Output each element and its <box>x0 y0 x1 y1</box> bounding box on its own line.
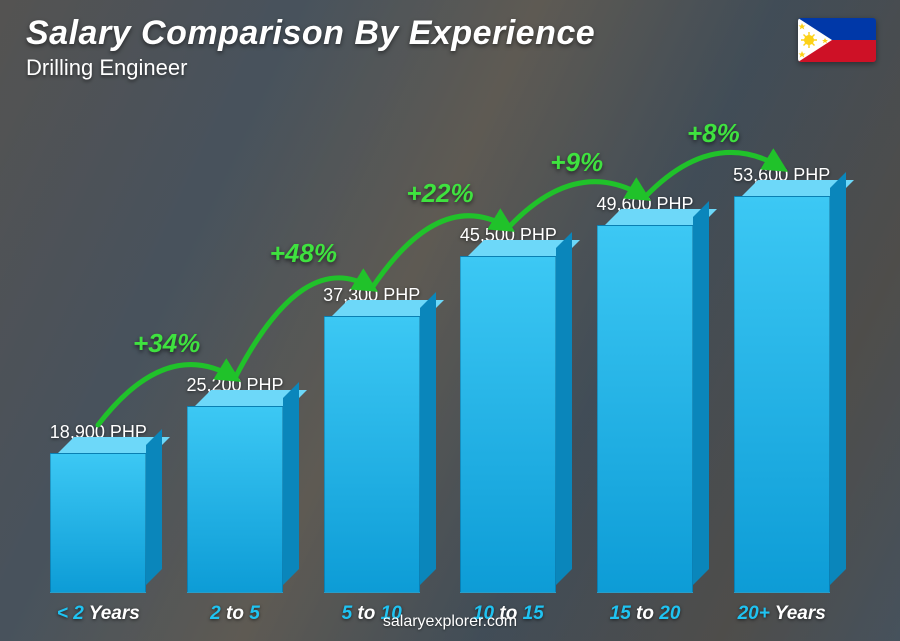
bar <box>187 406 283 593</box>
bar <box>50 453 146 593</box>
bar-column: 45,500 PHP10 to 15 <box>440 110 577 593</box>
chart-title: Salary Comparison By Experience <box>26 14 595 53</box>
bar <box>324 316 420 593</box>
bar <box>460 256 556 593</box>
bar-column: 37,300 PHP5 to 10 <box>303 110 440 593</box>
infographic-stage: Salary Comparison By Experience Drilling… <box>0 0 900 641</box>
bar-column: 49,600 PHP15 to 20 <box>577 110 714 593</box>
bar-column: 25,200 PHP2 to 5 <box>167 110 304 593</box>
footer-credit: salaryexplorer.com <box>0 613 900 631</box>
title-block: Salary Comparison By Experience Drilling… <box>26 14 595 81</box>
bar-chart: 18,900 PHP< 2 Years25,200 PHP2 to 537,30… <box>30 110 850 593</box>
bar-column: 53,600 PHP20+ Years <box>713 110 850 593</box>
bar <box>734 196 830 593</box>
philippines-flag-icon <box>798 18 876 62</box>
bar <box>597 225 693 593</box>
chart-subtitle: Drilling Engineer <box>26 55 595 81</box>
bar-column: 18,900 PHP< 2 Years <box>30 110 167 593</box>
